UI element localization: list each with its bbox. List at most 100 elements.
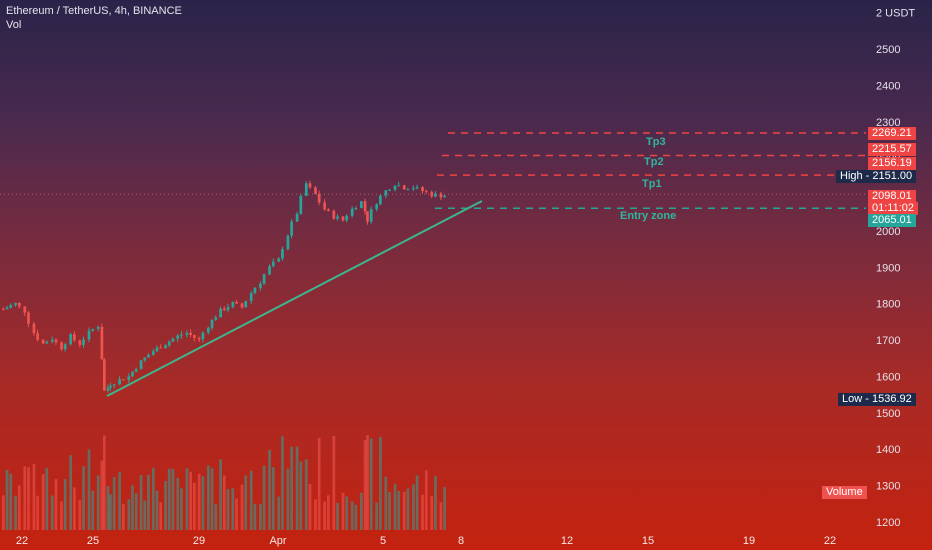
volume-bar — [9, 473, 13, 530]
volume-bar — [434, 475, 437, 530]
candle-body — [402, 185, 406, 190]
volume-bar — [50, 495, 54, 530]
candle-body — [286, 235, 290, 250]
candle-body — [406, 189, 410, 191]
tp2-price-tag: 2215.57 — [868, 143, 916, 156]
x-tick-label: 25 — [87, 535, 99, 547]
candle-body — [327, 209, 330, 211]
candle-body — [332, 210, 336, 219]
volume-bar — [443, 486, 446, 530]
candle-body — [281, 249, 284, 259]
volume-bar — [63, 479, 67, 530]
volume-bar — [118, 471, 121, 530]
y-tick-label: 1200 — [876, 517, 900, 529]
low-text: Low — [842, 393, 863, 405]
volume-bar — [219, 459, 222, 530]
candle-body — [244, 300, 248, 308]
candle-body — [171, 338, 175, 342]
candle-body — [96, 326, 100, 329]
volume-bar — [439, 502, 443, 530]
candle-body — [360, 201, 363, 209]
tp3-price-tag: 2269.21 — [868, 127, 916, 140]
x-tick-label: 22 — [16, 535, 28, 547]
volume-bar — [235, 498, 238, 530]
candle-body — [434, 193, 437, 197]
candle-body — [50, 339, 54, 342]
volume-bar — [193, 482, 196, 530]
candle-body — [106, 387, 110, 391]
candle-body — [14, 302, 17, 306]
symbol-title: Ethereum / TetherUS, 4h, BINANCE — [6, 5, 182, 17]
trendline — [106, 200, 483, 397]
candle-body — [295, 213, 299, 222]
candle-body — [253, 287, 257, 293]
volume-bar — [45, 467, 49, 530]
candle-body — [189, 332, 192, 335]
y-tick-label: 1600 — [876, 371, 900, 383]
volume-bar — [5, 469, 9, 530]
volume-bar — [240, 484, 244, 530]
candle-body — [439, 193, 443, 198]
candle-body — [304, 183, 308, 196]
candle-body — [63, 344, 67, 350]
tp2-annotation: Tp2 — [644, 156, 664, 168]
candle-body — [412, 188, 415, 190]
high-text: High — [840, 170, 863, 182]
candle-body — [341, 216, 345, 221]
volume-bar — [308, 483, 312, 530]
candle-body — [219, 308, 222, 318]
volume-bar — [366, 435, 369, 530]
volume-bar — [384, 476, 388, 530]
candle-body — [222, 308, 226, 311]
volume-indicator-label[interactable]: Vol — [6, 19, 22, 31]
volume-bar — [332, 435, 336, 530]
candle-body — [5, 307, 9, 310]
candle-body — [317, 193, 321, 203]
x-tick-label: 12 — [561, 535, 573, 547]
volume-bar — [36, 495, 39, 530]
candle-body — [127, 376, 131, 380]
volume-bar — [73, 487, 76, 530]
volume-bar — [82, 466, 85, 530]
candle-body — [112, 384, 116, 386]
candle-body — [259, 283, 262, 288]
volume-bar — [189, 471, 192, 530]
tp1-price-tag: 2156.19 — [868, 157, 916, 170]
entry-price-tag: 2065.01 — [868, 214, 916, 227]
candle-body — [2, 309, 5, 311]
volume-bar — [226, 489, 230, 530]
candle-body — [430, 192, 434, 197]
candle-body — [388, 189, 391, 191]
current-price-tag: 2098.01 — [868, 190, 916, 203]
candle-body — [82, 339, 85, 345]
candle-body — [155, 347, 159, 352]
y-tick-label: 1500 — [876, 408, 900, 420]
candle-body — [345, 215, 349, 221]
candle-body — [36, 333, 39, 340]
candle-body — [164, 345, 167, 349]
candle-body — [415, 187, 419, 189]
volume-bar — [415, 475, 419, 530]
volume-bar — [406, 488, 410, 530]
candle-body — [118, 379, 121, 385]
x-tick-label: 19 — [743, 535, 755, 547]
volume-bar — [109, 494, 112, 530]
volume-bar — [102, 435, 106, 530]
candle-body — [91, 328, 95, 331]
candle-body — [235, 302, 238, 304]
low-label: Low - 1536.92 — [838, 393, 916, 406]
high-price: 2151.00 — [872, 170, 913, 182]
volume-bar — [262, 465, 266, 530]
volume-bar — [171, 469, 175, 530]
candle-body — [214, 317, 218, 320]
volume-bar — [210, 468, 214, 530]
candle-body — [139, 360, 143, 369]
x-tick-label: 22 — [824, 535, 836, 547]
volume-bar — [393, 483, 397, 530]
x-tick-label: 29 — [193, 535, 205, 547]
volume-bar — [91, 490, 95, 530]
candle-body — [421, 187, 424, 192]
candle-body — [201, 332, 205, 340]
